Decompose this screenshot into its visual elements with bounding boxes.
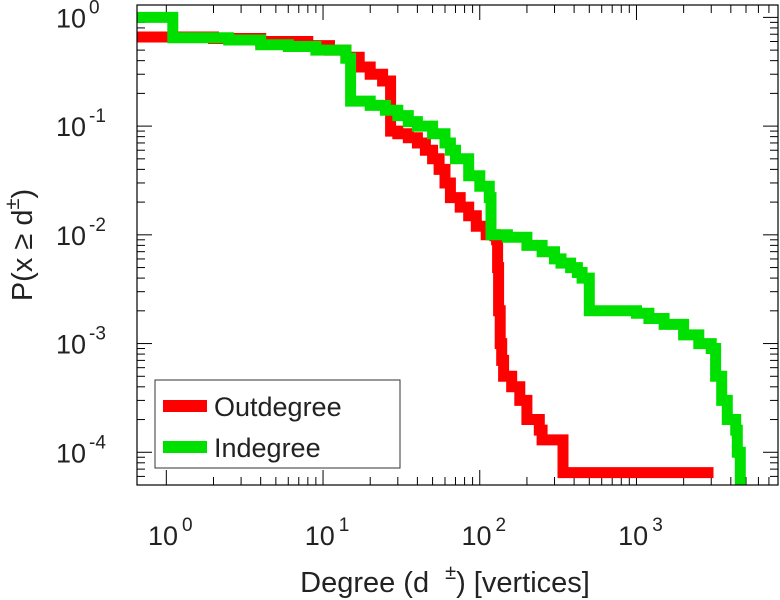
series-layer — [137, 11, 746, 485]
y-tick-label: 10 -3 — [56, 324, 106, 360]
series-line-outdegree — [137, 31, 714, 479]
y-tick-label: 10 -2 — [56, 215, 106, 251]
y-tick-label: 10 0 — [56, 0, 100, 33]
axes-frame — [136, 4, 779, 486]
x-tick-label: 10 2 — [461, 515, 506, 551]
series-line-indegree — [137, 11, 746, 485]
y-axis-label: P(x ≥ d±) — [2, 189, 39, 301]
tick-label-layer: 10 0 10 1 10 2 10 3 10 0 10 -1 10 -2 10 -3 10 -4 — [56, 0, 663, 551]
x-axis-label: Degree (d ±) [vertices] — [300, 562, 590, 599]
legend-label-outdegree: Outdegree — [214, 392, 342, 422]
y-tick-label: 10 -4 — [56, 432, 106, 468]
tick-layer — [137, 5, 779, 486]
x-tick-label: 10 3 — [618, 515, 663, 551]
y-tick-label: 10 -1 — [56, 106, 106, 142]
x-tick-label: 10 0 — [148, 515, 193, 551]
legend-box — [154, 379, 401, 469]
x-tick-label: 10 1 — [305, 515, 350, 551]
legend: Outdegree Indegree — [154, 379, 401, 469]
legend-label-indegree: Indegree — [214, 433, 321, 463]
